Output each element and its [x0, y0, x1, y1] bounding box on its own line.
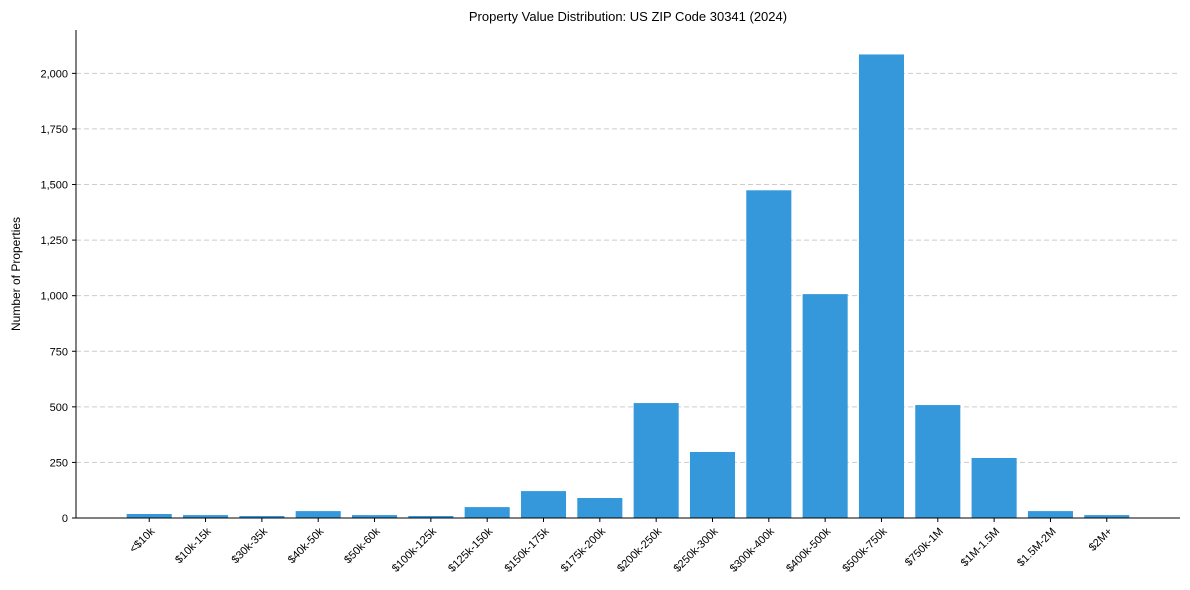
bar--250k-300k — [689, 451, 736, 518]
bar--50k-60k — [352, 515, 398, 518]
bar--40k-50k — [295, 511, 341, 518]
y-tick-label: 1,000 — [40, 291, 68, 303]
x-tick-label: $1.5M-2M — [1015, 526, 1059, 570]
y-tick-label: 2,000 — [40, 68, 68, 80]
x-tick-label: $400k-500k — [784, 525, 833, 574]
x-tick-label: $175k-200k — [559, 525, 608, 574]
bar--150k-175k — [520, 491, 567, 518]
x-tick-label: $30k-35k — [230, 525, 271, 566]
x-tick-label: $250k-300k — [671, 525, 720, 574]
bar--500k-750k — [858, 54, 904, 519]
chart-title: Property Value Distribution: US ZIP Code… — [469, 9, 787, 24]
y-tick-label: 1,500 — [40, 180, 68, 192]
y-axis-label: Number of Properties — [9, 217, 23, 331]
x-tick-label: $40k-50k — [286, 525, 327, 566]
bar--175k-200k — [577, 497, 623, 518]
x-tick-label: $300k-400k — [728, 525, 777, 574]
bar--30k-35k — [239, 515, 285, 518]
y-tick-label: 1,750 — [40, 124, 68, 136]
x-tick-label: $500k-750k — [840, 525, 889, 574]
bar--2m- — [1084, 515, 1130, 518]
bar--1-5m-2m — [1027, 511, 1073, 518]
x-tick-label: $100k-125k — [390, 525, 439, 574]
bar--300k-400k — [746, 190, 792, 518]
x-tick-label: $750k-1M — [903, 526, 946, 569]
bar--1m-1-5m — [971, 457, 1017, 518]
x-tick-label: $200k-250k — [615, 525, 664, 574]
x-tick-label: $2M+ — [1087, 526, 1115, 554]
bar--100k-125k — [408, 515, 454, 518]
bar--125k-150k — [464, 507, 510, 518]
bar--10k — [126, 513, 172, 518]
x-tick-label: $1M-1.5M — [959, 526, 1003, 570]
x-tick-label: $150k-175k — [502, 525, 551, 574]
y-tick-label: 750 — [50, 346, 68, 358]
x-tick-label: $125k-150k — [446, 525, 495, 574]
y-tick-label: 0 — [62, 513, 68, 525]
x-tick-label: <$10k — [127, 525, 157, 555]
x-tick-label: $10k-15k — [173, 525, 214, 566]
x-tick-label: $50k-60k — [342, 525, 383, 566]
bar--750k-1m — [915, 405, 961, 518]
bar--10k-15k — [183, 515, 229, 518]
y-tick-label: 500 — [50, 402, 68, 414]
bar--400k-500k — [802, 294, 848, 518]
y-tick-label: 1,250 — [40, 235, 68, 247]
y-tick-label: 250 — [50, 457, 68, 469]
bar--200k-250k — [633, 403, 679, 518]
